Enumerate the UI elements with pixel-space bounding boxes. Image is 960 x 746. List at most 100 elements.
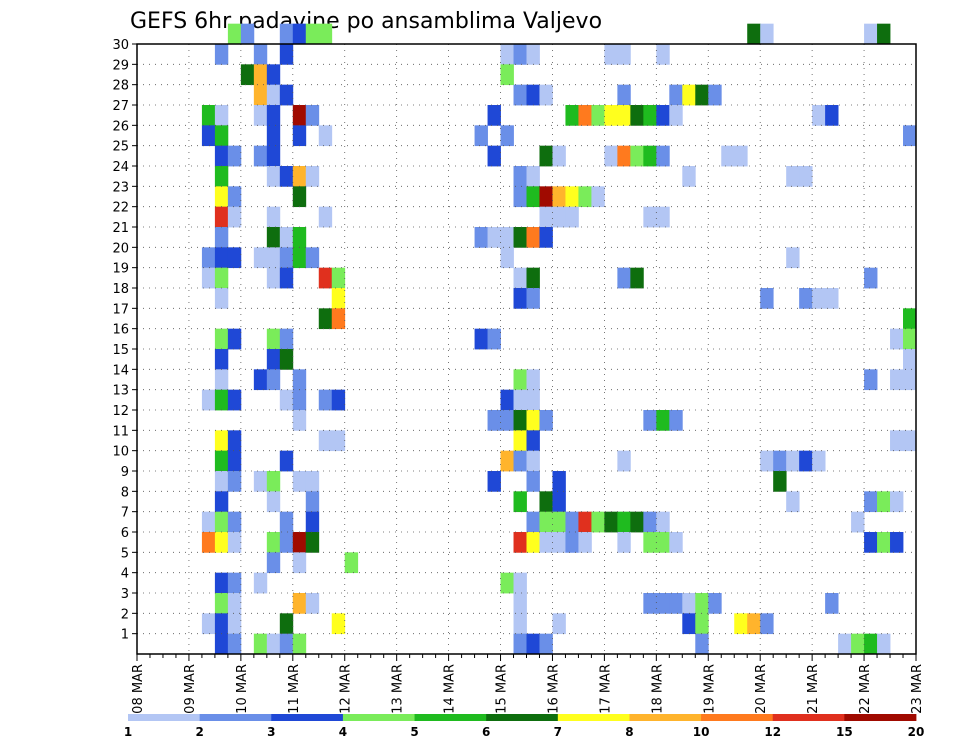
- heatmap-cell: [318, 23, 333, 45]
- heatmap-cell: [513, 288, 527, 309]
- heatmap-cell: [773, 471, 787, 492]
- heatmap-cell: [253, 145, 268, 167]
- colorbar-swatch: [128, 714, 201, 721]
- heatmap-cell: [214, 267, 229, 289]
- heatmap-cell: [903, 308, 917, 330]
- heatmap-cell: [266, 369, 281, 391]
- heatmap-cell: [227, 389, 242, 411]
- heatmap-cell: [877, 532, 891, 553]
- heatmap-cell: [526, 389, 540, 411]
- heatmap-cell: [617, 44, 631, 65]
- heatmap-cell: [799, 166, 813, 187]
- heatmap-cell: [500, 227, 514, 248]
- heatmap-cell: [760, 450, 774, 472]
- heatmap-cell: [630, 511, 644, 533]
- heatmap-cell: [474, 125, 488, 147]
- heatmap-cell: [526, 84, 540, 106]
- heatmap-cell: [266, 84, 281, 106]
- heatmap-cell: [331, 267, 346, 289]
- heatmap-cell: [318, 206, 333, 228]
- heatmap-cell: [682, 613, 696, 635]
- heatmap-cell: [253, 84, 268, 106]
- heatmap-cell: [903, 328, 917, 350]
- heatmap-cell: [799, 288, 813, 309]
- colorbar-label: 1: [124, 725, 132, 739]
- heatmap-cell: [500, 44, 514, 65]
- colorbar-swatch: [486, 714, 559, 721]
- heatmap-cell: [266, 491, 281, 513]
- heatmap-cell: [526, 186, 540, 208]
- heatmap-cell: [773, 450, 787, 472]
- heatmap-cell: [253, 105, 268, 126]
- y-tick-label: 13: [112, 384, 129, 399]
- heatmap-cell: [266, 532, 281, 553]
- heatmap-cell: [734, 145, 748, 167]
- heatmap-cell: [344, 552, 359, 574]
- heatmap-cell: [292, 227, 307, 248]
- x-tick-label: 23 MAR: [910, 664, 925, 714]
- heatmap-cell: [864, 532, 878, 553]
- heatmap-cell: [266, 125, 281, 147]
- heatmap-cell: [279, 267, 294, 289]
- heatmap-cell: [201, 613, 216, 635]
- heatmap-cell: [292, 633, 307, 655]
- colorbar-label: 8: [625, 725, 633, 739]
- heatmap-cell: [812, 105, 826, 126]
- heatmap-cell: [500, 410, 514, 431]
- x-tick-label: 13 MAR: [391, 664, 406, 714]
- heatmap-cell: [227, 633, 242, 655]
- heatmap-cell: [604, 105, 618, 126]
- heatmap-cell: [552, 532, 566, 553]
- heatmap-cell: [565, 532, 579, 553]
- x-tick-label: 22 MAR: [858, 664, 873, 714]
- heatmap-cell: [279, 349, 294, 370]
- heatmap-cell: [253, 572, 268, 594]
- heatmap-cell: [214, 349, 229, 370]
- heatmap-cell: [513, 593, 527, 614]
- heatmap-cell: [617, 511, 631, 533]
- heatmap-cell: [682, 166, 696, 187]
- colorbar-label: 4: [339, 725, 347, 739]
- heatmap-cell: [903, 430, 917, 452]
- heatmap-cell: [604, 511, 618, 533]
- heatmap-cell: [539, 491, 553, 513]
- heatmap-cell: [877, 491, 891, 513]
- heatmap-cell: [617, 145, 631, 167]
- heatmap-cell: [214, 450, 229, 472]
- heatmap-cell: [266, 633, 281, 655]
- heatmap-cell: [331, 288, 346, 309]
- heatmap-cell: [214, 288, 229, 309]
- heatmap-cell: [864, 633, 878, 655]
- y-tick-label: 26: [112, 119, 129, 134]
- heatmap-cell: [539, 410, 553, 431]
- heatmap-cell: [721, 145, 735, 167]
- x-tick-label: 19 MAR: [702, 664, 717, 714]
- heatmap-cell: [240, 23, 255, 45]
- heatmap-cell: [656, 206, 670, 228]
- colorbar-swatch: [414, 714, 487, 721]
- heatmap-cell: [305, 511, 320, 533]
- heatmap-cell: [526, 471, 540, 492]
- heatmap-cell: [279, 44, 294, 65]
- heatmap-cell: [214, 633, 229, 655]
- heatmap-cell: [812, 288, 826, 309]
- x-tick-label: 12 MAR: [339, 664, 354, 714]
- heatmap-cell: [227, 511, 242, 533]
- heatmap-cell: [552, 491, 566, 513]
- heatmap-cell: [214, 532, 229, 553]
- heatmap-cell: [331, 613, 346, 635]
- heatmap-cell: [539, 206, 553, 228]
- heatmap-cell: [643, 105, 657, 126]
- heatmap-cell: [578, 186, 592, 208]
- heatmap-cell: [565, 105, 579, 126]
- heatmap-cell: [903, 369, 917, 391]
- heatmap-cell: [279, 532, 294, 553]
- x-tick-label: 15 MAR: [495, 664, 510, 714]
- heatmap-cell: [734, 613, 748, 635]
- heatmap-cell: [331, 389, 346, 411]
- heatmap-cell: [253, 633, 268, 655]
- heatmap-cell: [695, 84, 709, 106]
- y-tick-label: 12: [112, 404, 129, 419]
- heatmap-cell: [513, 572, 527, 594]
- heatmap-cell: [864, 267, 878, 289]
